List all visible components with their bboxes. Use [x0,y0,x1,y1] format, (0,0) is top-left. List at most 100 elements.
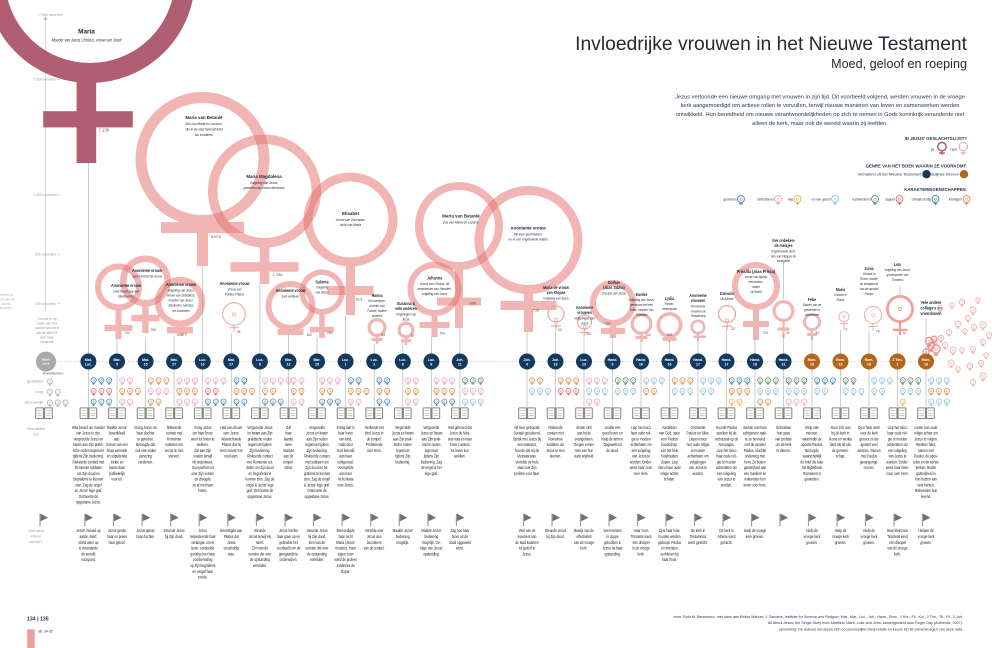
svg-text:publiekelijk: publiekelijk [109,470,125,476]
svg-text:voor de kerk: voor de kerk [860,430,878,436]
svg-text:wijs: wijs [788,197,793,201]
svg-text:vrouwen: vrouwen [691,298,706,303]
svg-text:Mar.: Mar. [113,358,120,362]
svg-text:7.136: 7.136 [99,128,110,133]
svg-text:Maria de vrouw: Maria de vrouw [543,285,570,290]
svg-text:worden. Onder-: worden. Onder- [886,459,909,465]
svg-text:Vroeg Jezus: Vroeg Jezus [194,424,212,430]
svg-text:evangelisten.: evangelisten. [575,436,594,442]
svg-text:worden.: worden. [692,470,703,476]
svg-text:Volgeling van Jezus;: Volgeling van Jezus; [884,268,910,272]
svg-text:Rome en werkte: Rome en werkte [829,436,852,442]
svg-text:Veel mensen: Veel mensen [603,528,621,534]
svg-text:spreken bij de: spreken bij de [717,430,737,436]
svg-text:Zijn bediening.: Zijn bediening. [307,447,328,453]
svg-text:Luc.: Luc. [85,362,92,366]
svg-text:kerk groeien.: kerk groeien. [746,533,764,539]
svg-text:verdienen.: verdienen. [138,459,153,465]
svg-text:vertelden.: vertelden. [253,562,267,568]
svg-text:Pilatus dat: Pilatus dat [224,533,240,539]
svg-text:haar oude reli-: haar oude reli- [887,430,908,436]
svg-text:gie te moeten: gie te moeten [631,436,650,442]
svg-text:tegemoet tijdens: tegemoet tijdens [305,442,328,448]
svg-text:ook niet-Joden: ook niet-Joden [135,447,156,453]
svg-text:uit Rome: uit Rome [750,290,762,294]
svg-text:een discipel: een discipel [889,539,906,545]
svg-text:Sprak met Jezus bij: Sprak met Jezus bij [513,436,541,442]
svg-text:Febe: Febe [808,297,817,302]
svg-text:19: 19 [554,362,558,366]
svg-text:Vier onbeken-: Vier onbeken- [772,238,796,243]
svg-text:1: 1 [345,362,347,366]
svg-text:zoals door: zoals door [338,442,353,448]
svg-text:De kerk in: De kerk in [691,528,705,534]
svg-text:Luc.: Luc. [371,358,378,362]
svg-text:Tessalonica: Tessalonica [690,533,707,539]
svg-text:dat de NBV21: dat de NBV21 [36,331,57,335]
svg-text:Paulus, vluchtte: Paulus, vluchtte [744,447,767,453]
svg-text:Volgelingen van: Volgelingen van [574,316,594,320]
svg-text:haar oude reli-: haar oude reli- [716,453,737,459]
svg-text:over Zijn voeten: over Zijn voeten [191,470,214,476]
svg-text:tot leven kon: tot leven kon [451,447,469,453]
svg-text:Bevestigde aan: Bevestigde aan [220,528,242,534]
svg-text:tische noden: tische noden [394,442,412,448]
svg-text:Ongetrouwde doch-: Ongetrouwde doch- [771,249,797,253]
svg-text:Mat.: Mat. [142,358,149,362]
svg-text:tuige van Jezus': tuige van Jezus' [420,545,443,551]
svg-text:dood opgewekt: dood opgewekt [449,539,471,545]
svg-text:Herkende het: Herkende het [365,424,385,430]
svg-text:wekken.: wekken. [454,453,466,459]
svg-text:dochter van: dochter van [370,304,385,308]
svg-text:Maria Magdalena: Maria Magdalena [246,174,282,179]
svg-text:de gemeen-: de gemeen- [832,447,850,453]
svg-text:Wat werd: Wat werd [28,529,44,533]
svg-text:Liepen risico: Liepen risico [689,436,707,442]
svg-text:Waarschuwde: Waarschuwde [221,436,241,442]
svg-text:groeien.: groeien. [863,539,875,545]
svg-text:Vijf keer getrouwd.: Vijf keer getrouwd. [514,424,540,430]
svg-text:Ontmoette de: Ontmoette de [79,493,98,499]
svg-text:een tenten-: een tenten- [749,280,764,284]
svg-text:hoog: hoog [35,390,43,394]
svg-text:haar: haar [285,430,292,436]
svg-text:Jezus te volgen.: Jezus te volgen. [914,436,937,442]
svg-text:Kwaliteiten: Kwaliteiten [42,371,64,376]
svg-text:begrafenis te kunnen: begrafenis te kunnen [74,476,104,482]
svg-text:aan.: aan. [114,436,120,442]
svg-text:nu in een ongehuwde relatie: nu in een ongehuwde relatie [508,237,547,241]
svg-text:Jezus en kwam: Jezus en kwam [420,430,442,436]
svg-text:effectiviteit: effectiviteit [576,533,592,539]
svg-text:Mat.: Mat. [228,358,235,362]
svg-text:Ontmoette: Ontmoette [691,424,706,430]
svg-text:Jezus en kwam: Jezus en kwam [306,430,328,436]
svg-text:en kwam aan Zijn: en kwam aan Zijn [247,430,272,436]
svg-text:Veel van de: Veel van de [519,528,536,534]
svg-text:Luc.: Luc. [580,358,587,362]
svg-text:over Hem.: over Hem. [367,447,382,453]
svg-text:gevangenge-: gevangenge- [860,459,879,465]
svg-text:Mar.: Mar. [285,358,292,362]
svg-text:contact met: contact met [547,430,564,436]
svg-text:730: 730 [533,308,540,313]
svg-text:Anonieme vrouw: Anonieme vrouw [111,283,142,288]
svg-text:16: 16 [810,362,814,366]
svg-text:Ontmoette de: Ontmoette de [307,488,326,494]
svg-text:36: 36 [237,330,241,334]
svg-text:16: 16 [839,362,843,366]
svg-text:aan Zijn prak-: aan Zijn prak- [422,436,442,442]
svg-text:Grootte is op: Grootte is op [37,317,57,321]
svg-text:Zat aan Zijn: Zat aan Zijn [194,447,211,453]
svg-text:Priscilla (alias Prisca): Priscilla (alias Prisca) [737,269,776,274]
svg-text:Johanna: Johanna [427,275,443,280]
svg-text:Door haar werk: Door haar werk [858,424,880,430]
svg-text:over Jezus.: over Jezus. [223,430,239,436]
svg-text:weer tot leven te: weer tot leven te [191,436,214,442]
svg-text:Leed twaalf jaar aan: Leed twaalf jaar aan [113,289,140,293]
svg-text:en Johannes: en Johannes [173,308,190,312]
svg-text:boek: boek [43,362,50,366]
svg-text:1.796: 1.796 [273,272,284,277]
svg-text:Vergezelde Jezus en: Vergezelde Jezus en [74,436,104,442]
svg-text:21: 21 [782,362,786,366]
svg-text:Riskeerde: Riskeerde [167,424,181,430]
